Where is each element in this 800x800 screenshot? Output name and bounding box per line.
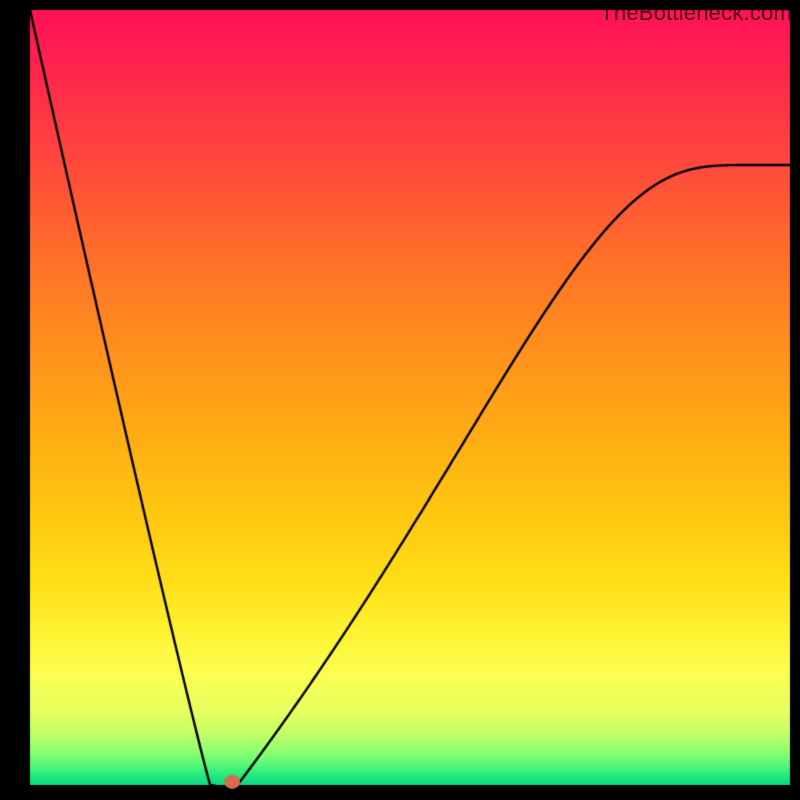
bottleneck-chart — [0, 0, 800, 800]
watermark-text: TheBottleneck.com — [600, 0, 792, 26]
